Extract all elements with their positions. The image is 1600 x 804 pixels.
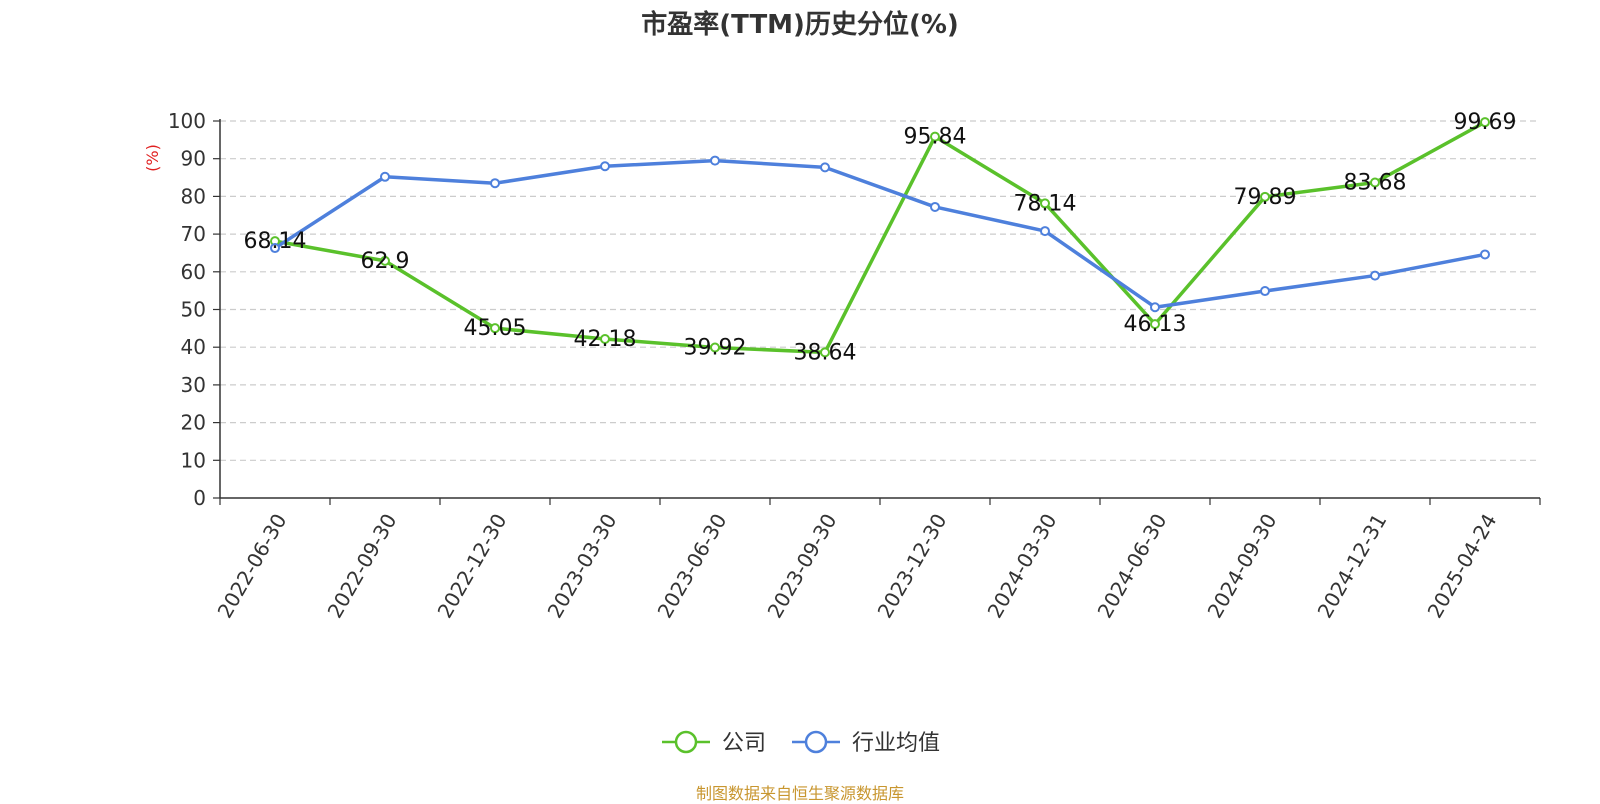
y-tick-label: 90 bbox=[181, 147, 206, 171]
y-tick-label: 40 bbox=[181, 335, 206, 359]
x-tick-label: 2023-12-30 bbox=[873, 510, 952, 623]
series-line-industry-average bbox=[273, 158, 1487, 309]
data-point-company[interactable] bbox=[490, 323, 500, 334]
x-tick-labels: 2022-06-30 2022-09-30 2022-12-30 2023-03-30… bbox=[213, 510, 1502, 623]
data-point-industry-average[interactable] bbox=[1370, 270, 1380, 281]
data-label: 45.05 bbox=[464, 316, 527, 341]
data-point-industry-average[interactable] bbox=[1480, 249, 1490, 260]
data-label: 38.64 bbox=[794, 340, 857, 365]
series-line-company bbox=[273, 120, 1487, 355]
data-point-industry-average[interactable] bbox=[600, 161, 610, 172]
legend-swatch-marker bbox=[674, 730, 698, 754]
x-tick-label: 2023-03-30 bbox=[543, 510, 622, 623]
data-point-industry-average[interactable] bbox=[710, 155, 720, 166]
data-point-company[interactable] bbox=[380, 255, 390, 266]
x-tick-label: 2024-09-30 bbox=[1203, 510, 1282, 623]
legend: 公司 行业均值 bbox=[662, 730, 940, 756]
data-label: 42.18 bbox=[574, 327, 637, 352]
y-axis-label: (%) bbox=[143, 144, 162, 172]
chart-title: 市盈率(TTM)历史分位(%) bbox=[641, 10, 959, 40]
y-tick-label: 50 bbox=[181, 298, 206, 322]
axes bbox=[213, 119, 1541, 505]
data-labels: 68.14 62.9 45.05 42.18 39.92 38.64 95.84 78.14 4… bbox=[244, 110, 1517, 365]
data-label: 62.9 bbox=[361, 249, 410, 274]
legend-label: 行业均值 bbox=[852, 731, 940, 756]
data-point-company[interactable] bbox=[1150, 319, 1160, 330]
x-tick-label: 2022-06-30 bbox=[213, 510, 292, 623]
x-tick-label: 2024-12-31 bbox=[1313, 510, 1392, 623]
data-label: 68.14 bbox=[244, 229, 307, 254]
y-tick-label: 30 bbox=[181, 373, 206, 397]
y-tick-label: 70 bbox=[181, 222, 206, 246]
data-point-industry-average[interactable] bbox=[1150, 302, 1160, 313]
data-label: 95.84 bbox=[904, 125, 967, 150]
data-point-company[interactable] bbox=[600, 333, 610, 344]
x-tick-label: 2022-12-30 bbox=[433, 510, 512, 623]
data-point-company[interactable] bbox=[1260, 191, 1270, 202]
y-tick-labels: 0 10 20 30 40 50 60 70 80 90 100 bbox=[168, 109, 206, 510]
data-point-company[interactable] bbox=[1040, 198, 1050, 209]
grid-lines bbox=[220, 120, 1540, 461]
data-point-industry-average[interactable] bbox=[930, 201, 940, 212]
data-label: 46.13 bbox=[1124, 312, 1187, 337]
series-points bbox=[270, 117, 1490, 358]
y-tick-label: 60 bbox=[181, 260, 206, 284]
y-tick-label: 10 bbox=[181, 448, 206, 472]
data-point-industry-average[interactable] bbox=[1260, 286, 1270, 297]
x-tick-label: 2024-03-30 bbox=[983, 510, 1062, 623]
x-tick-label: 2023-06-30 bbox=[653, 510, 732, 623]
y-tick-label: 20 bbox=[181, 411, 206, 435]
legend-label: 公司 bbox=[722, 731, 766, 756]
legend-item-company[interactable]: 公司 bbox=[662, 730, 766, 756]
data-point-industry-average[interactable] bbox=[380, 171, 390, 182]
x-tick-label: 2025-04-24 bbox=[1423, 510, 1502, 623]
data-label: 78.14 bbox=[1014, 191, 1077, 216]
y-tick-label: 100 bbox=[168, 109, 206, 133]
legend-item-industry-average[interactable]: 行业均值 bbox=[792, 730, 940, 756]
data-label: 79.89 bbox=[1234, 185, 1297, 210]
series-lines bbox=[273, 120, 1487, 355]
data-point-company[interactable] bbox=[710, 342, 720, 353]
data-point-company[interactable] bbox=[1370, 177, 1380, 188]
data-point-industry-average[interactable] bbox=[490, 178, 500, 189]
data-point-company[interactable] bbox=[1480, 117, 1490, 128]
y-tick-label: 80 bbox=[181, 184, 206, 208]
data-label: 39.92 bbox=[684, 336, 747, 361]
data-label: 83.68 bbox=[1344, 171, 1407, 196]
data-point-company[interactable] bbox=[820, 347, 830, 358]
data-point-industry-average[interactable] bbox=[270, 243, 280, 254]
data-source-note: 制图数据来自恒生聚源数据库 bbox=[695, 784, 904, 803]
data-point-company[interactable] bbox=[930, 131, 940, 142]
x-tick-label: 2022-09-30 bbox=[323, 510, 402, 623]
x-tick-label: 2023-09-30 bbox=[763, 510, 842, 623]
data-point-industry-average[interactable] bbox=[820, 162, 830, 173]
data-point-industry-average[interactable] bbox=[1040, 226, 1050, 237]
data-label: 99.69 bbox=[1454, 110, 1517, 135]
y-tick-label: 0 bbox=[193, 486, 206, 510]
x-tick-label: 2024-06-30 bbox=[1093, 510, 1172, 623]
legend-swatch-marker bbox=[804, 730, 828, 754]
